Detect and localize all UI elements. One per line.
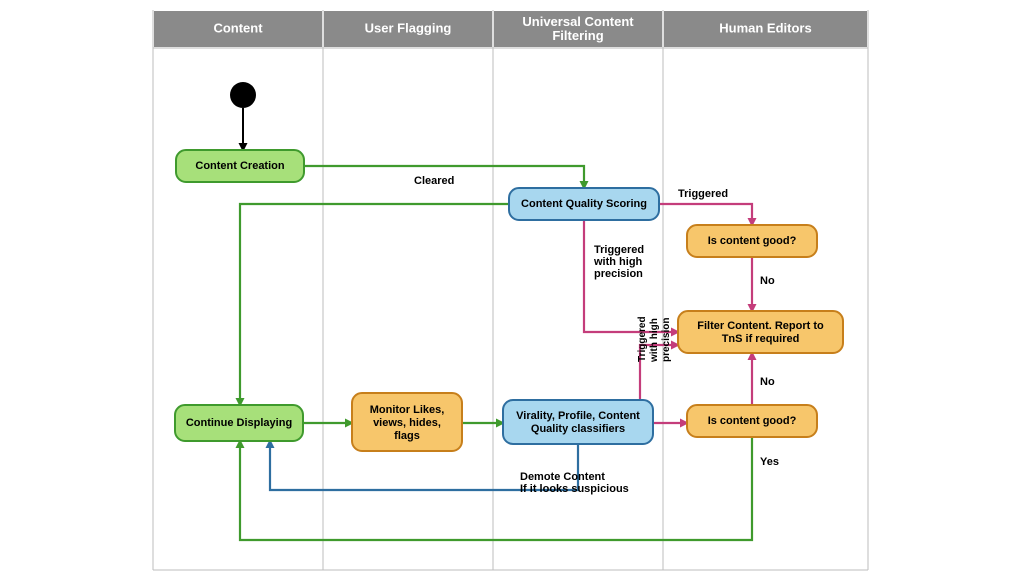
node-cqs-label: Content Quality Scoring [521, 198, 647, 210]
nodes-group: Content Creation Content Quality Scoring I… [175, 150, 843, 451]
edge-label-1: Triggered [678, 188, 728, 200]
edge-isGood2-continue [240, 437, 752, 540]
edges-group [240, 108, 752, 540]
edge-label-2: Triggeredwith highprecision [593, 244, 644, 280]
lane-header-content: Content [213, 20, 263, 35]
svg-text:No: No [760, 275, 775, 287]
node-monitor: Monitor Likes,views, hides,flags [352, 393, 462, 451]
node-continue: Continue Displaying [175, 405, 303, 441]
start-dot [230, 82, 256, 108]
node-isGood1-label: Is content good? [708, 235, 797, 247]
edge-label-4: No [760, 376, 775, 388]
lane-header-flag: User Flagging [365, 20, 452, 35]
start-node [230, 82, 256, 108]
node-filter: Filter Content. Report toTnS if required [678, 311, 843, 353]
node-cqs: Content Quality Scoring [509, 188, 659, 220]
lane-header-editors: Human Editors [719, 20, 811, 35]
node-isGood1: Is content good? [687, 225, 817, 257]
svg-text:Cleared: Cleared [414, 175, 454, 187]
node-isGood2: Is content good? [687, 405, 817, 437]
node-creation-label: Content Creation [195, 160, 285, 172]
node-virality: Virality, Profile, ContentQuality classi… [503, 400, 653, 444]
svg-text:No: No [760, 376, 775, 388]
node-creation: Content Creation [176, 150, 304, 182]
swimlane-frame [153, 10, 868, 570]
svg-text:Yes: Yes [760, 456, 779, 468]
svg-text:Triggeredwith highprecision: Triggeredwith highprecision [593, 244, 644, 280]
node-isGood2-label: Is content good? [708, 415, 797, 427]
flowchart-svg: ContentUser FlaggingUniversal ContentFil… [0, 0, 1024, 585]
node-continue-label: Continue Displaying [186, 417, 292, 429]
edge-label-0: Cleared [414, 175, 454, 187]
svg-text:Triggeredwith highprecision: Triggeredwith highprecision [637, 316, 672, 363]
svg-text:Triggered: Triggered [678, 188, 728, 200]
svg-text:Demote ContentIf it looks susp: Demote ContentIf it looks suspicious [520, 471, 629, 495]
node-virality-label: Virality, Profile, ContentQuality classi… [516, 410, 640, 435]
edge-label-5: Yes [760, 456, 779, 468]
edge-label-7: Demote ContentIf it looks suspicious [520, 471, 629, 495]
diagram-canvas: ContentUser FlaggingUniversal ContentFil… [0, 0, 1024, 585]
edge-cqs-continue [240, 204, 509, 405]
edge-label-6: Triggeredwith highprecision [637, 316, 672, 363]
edge-label-3: No [760, 275, 775, 287]
swimlane-headers: ContentUser FlaggingUniversal ContentFil… [153, 10, 868, 48]
edge-cqs-isGood1 [659, 204, 752, 225]
